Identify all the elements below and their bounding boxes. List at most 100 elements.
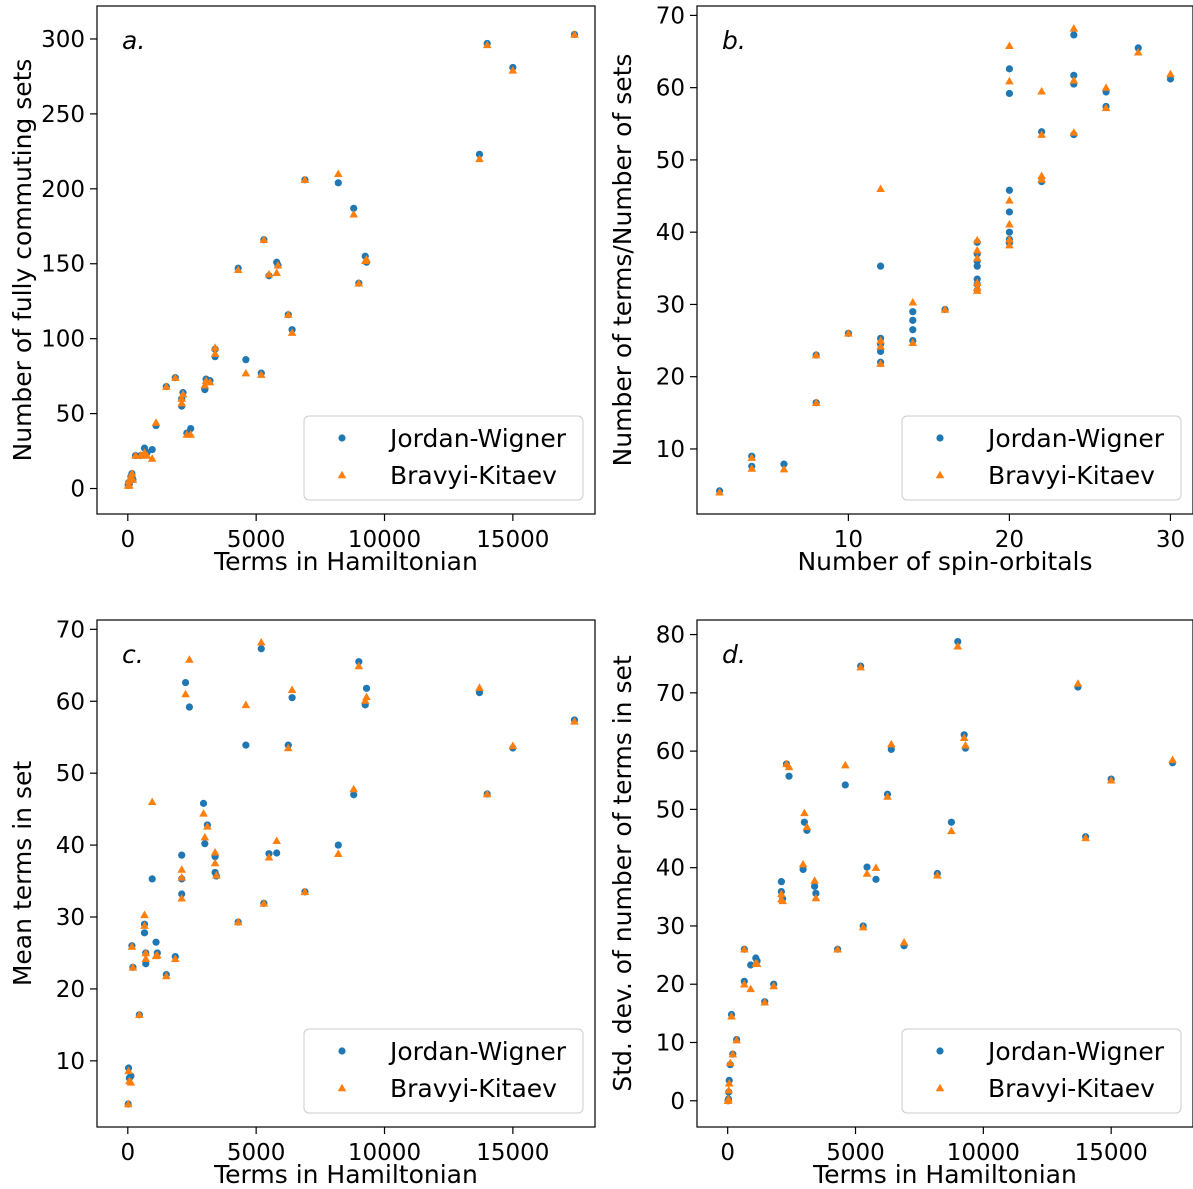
jordan-wigner-point (181, 678, 190, 687)
bravyi-kitaev-point (933, 870, 942, 879)
bravyi-kitaev-point (778, 896, 787, 905)
y-tick-label: 40 (656, 856, 685, 882)
jordan-wigner-point (475, 689, 484, 697)
x-tick-label: 10000 (947, 1140, 1020, 1166)
bravyi-kitaev-point (241, 368, 251, 377)
legend-bravyi-kitaev-marker (935, 1083, 945, 1092)
bravyi-kitaev-point (141, 948, 151, 957)
legend-label: Bravyi-Kitaev (390, 461, 557, 490)
bravyi-kitaev-point (1069, 128, 1079, 136)
jordan-wigner-point (242, 356, 250, 364)
jordan-wigner-point (355, 658, 363, 666)
x-axis-label: Terms in Hamiltonian (213, 1160, 478, 1189)
bravyi-kitaev-point (210, 858, 220, 867)
legend-label: Bravyi-Kitaev (988, 1074, 1155, 1103)
y-tick-label: 300 (41, 27, 85, 53)
bravyi-kitaev-point (241, 700, 251, 709)
jordan-wigner-point (199, 799, 208, 807)
bravyi-kitaev-point (1106, 775, 1116, 784)
jordan-wigner-point (1005, 65, 1014, 73)
bravyi-kitaev-point (798, 859, 808, 868)
bravyi-kitaev-point (728, 1049, 738, 1058)
bravyi-kitaev-point (354, 278, 364, 287)
bravyi-kitaev-point (482, 40, 492, 49)
jordan-wigner-point (909, 316, 917, 324)
bravyi-kitaev-point (1069, 76, 1079, 84)
bravyi-kitaev-point (177, 398, 187, 407)
jordan-wigner-point (257, 645, 265, 653)
bravyi-kitaev-point (972, 278, 982, 286)
bravyi-kitaev-point (840, 760, 850, 769)
bravyi-kitaev-point (810, 876, 819, 884)
y-tick-label: 30 (656, 914, 685, 940)
bravyi-kitaev-point (210, 343, 220, 351)
y-tick-label: 30 (56, 905, 85, 931)
jordan-wigner-point (242, 741, 250, 749)
jordan-wigner-point (887, 745, 895, 753)
y-tick-label: 70 (656, 3, 685, 29)
bravyi-kitaev-point (811, 350, 821, 359)
x-tick-label: 10000 (348, 527, 421, 553)
bravyi-kitaev-point (1101, 103, 1111, 112)
jordan-wigner-point (1166, 75, 1175, 83)
bravyi-kitaev-point (362, 254, 371, 263)
axes-frame (96, 619, 596, 1128)
jordan-wigner-point (812, 889, 820, 897)
jordan-wigner-point (876, 347, 885, 356)
bravyi-kitaev-point (205, 377, 215, 386)
bravyi-kitaev-point (1168, 755, 1177, 764)
panel-b: 10 20 30 10 20 30 40 50 60 70 b. Number of spin-orb… (608, 3, 1193, 576)
bravyi-kitaev-point (141, 954, 151, 962)
bravyi-kitaev-point (876, 336, 885, 344)
bravyi-kitaev-point (475, 154, 484, 163)
bravyi-kitaev-point (876, 184, 885, 193)
bravyi-kitaev-point (747, 453, 757, 461)
bravyi-kitaev-point (264, 269, 274, 278)
x-tick-label: 20 (995, 527, 1024, 553)
bravyi-kitaev-point (140, 910, 149, 919)
jordan-wigner-point (841, 781, 849, 789)
bravyi-kitaev-point (1005, 235, 1014, 243)
bravyi-kitaev-point (732, 1035, 741, 1044)
bravyi-kitaev-point (256, 637, 266, 646)
jordan-wigner-point (288, 694, 296, 702)
y-tick-label: 200 (41, 177, 85, 203)
legend-jordan-wigner-marker (338, 434, 346, 442)
jordan-wigner-point (362, 684, 371, 692)
y-tick-label: 40 (56, 833, 85, 859)
bravyi-kitaev-point (1133, 47, 1143, 56)
bravyi-kitaev-point (760, 997, 770, 1006)
bravyi-kitaev-point (283, 743, 293, 752)
legend-label: Jordan-Wigner (986, 1037, 1165, 1066)
bravyi-kitaev-point (482, 789, 492, 798)
bravyi-kitaev-point (747, 464, 757, 472)
bravyi-kitaev-point (333, 849, 343, 857)
legend-label: Jordan-Wigner (986, 424, 1165, 453)
bravyi-kitaev-point (127, 469, 137, 477)
jordan-wigner-point (152, 938, 160, 946)
y-tick-label: 20 (656, 365, 685, 391)
jordan-wigner-point (954, 637, 962, 646)
bravyi-kitaev-point (177, 865, 187, 873)
bravyi-kitaev-point (1073, 679, 1083, 687)
bravyi-kitaev-point (1005, 41, 1014, 49)
jordan-wigner-point (475, 150, 484, 158)
bravyi-kitaev-point (199, 809, 208, 817)
bravyi-kitaev-point (769, 981, 779, 990)
panel-c: 0 5000 10000 15000 10 20 30 40 50 60 70 c. Terms in … (8, 617, 596, 1189)
bravyi-kitaev-point (784, 762, 794, 771)
panel-tag: d. (722, 640, 746, 669)
bravyi-kitaev-point (475, 683, 484, 691)
bravyi-kitaev-point (162, 971, 171, 980)
axes-frame (96, 5, 596, 515)
jordan-wigner-point (872, 875, 880, 883)
x-axis-label: Number of spin-orbitals (797, 547, 1092, 576)
bravyi-kitaev-point (264, 853, 274, 861)
bravyi-kitaev-point (953, 641, 963, 650)
jordan-wigner-point (876, 262, 885, 270)
bravyi-kitaev-point (858, 922, 868, 931)
bravyi-kitaev-point (752, 959, 762, 968)
bravyi-kitaev-point (140, 921, 149, 929)
y-axis-label: Std. dev. of number of terms in set (608, 655, 637, 1092)
